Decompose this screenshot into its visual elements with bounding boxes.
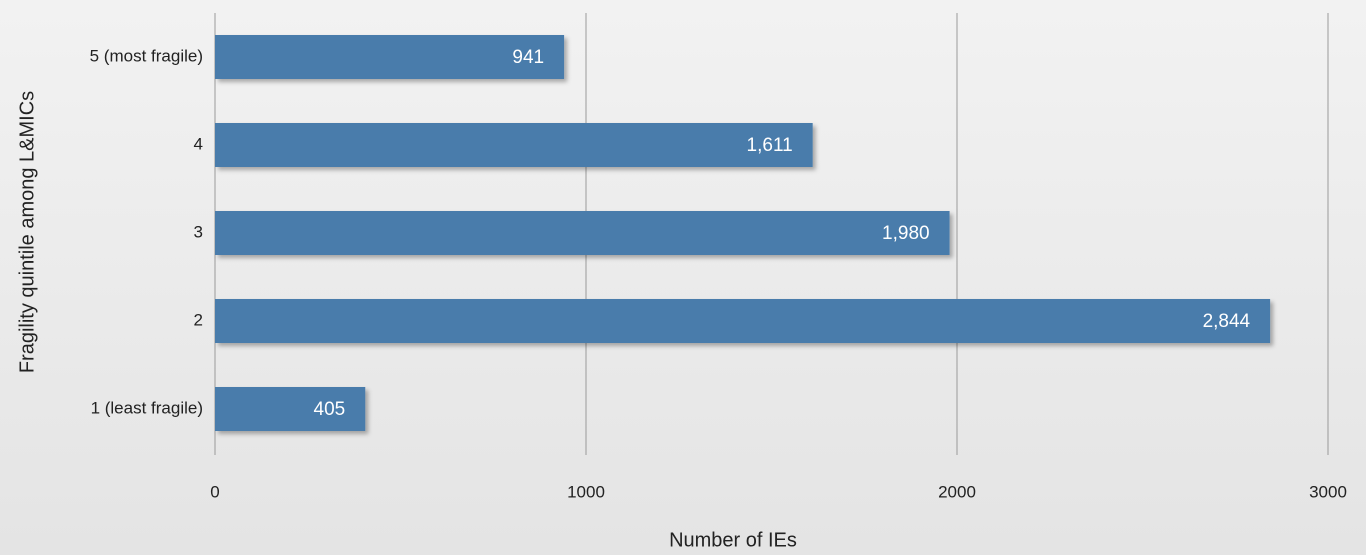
x-tick-label: 2000	[938, 482, 976, 501]
y-axis-title: Fragility quintile among L&MICs	[16, 91, 38, 373]
bar	[215, 123, 813, 167]
value-label: 405	[314, 399, 346, 420]
x-tick-label: 1000	[567, 482, 605, 501]
value-label: 2,844	[1203, 311, 1251, 332]
y-tick-label: 2	[194, 310, 203, 329]
bar	[215, 211, 950, 255]
y-tick-label: 5 (most fragile)	[90, 46, 203, 65]
bar	[215, 299, 1271, 343]
y-tick-label: 3	[194, 222, 203, 241]
value-label: 941	[512, 47, 544, 68]
x-tick-label: 3000	[1309, 482, 1347, 501]
x-tick-label: 0	[210, 482, 219, 501]
value-label: 1,980	[882, 223, 930, 244]
x-axis-title: Number of IEs	[669, 529, 797, 551]
value-label: 1,611	[747, 135, 793, 156]
y-tick-label: 4	[194, 134, 203, 153]
y-tick-label: 1 (least fragile)	[91, 398, 203, 417]
bar	[215, 35, 565, 79]
bar	[215, 387, 366, 431]
